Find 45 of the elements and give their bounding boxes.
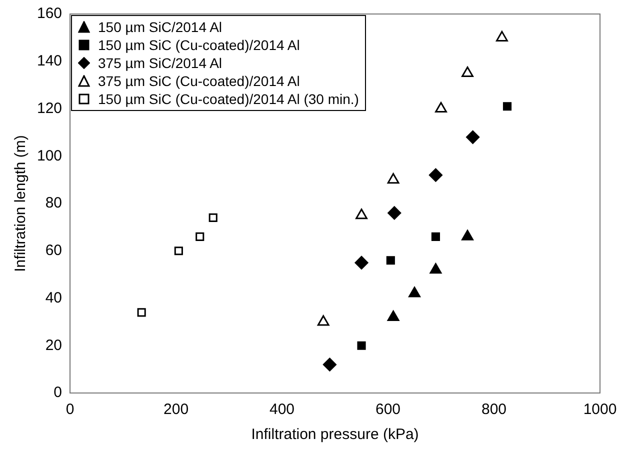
y-tick-label: 140: [36, 52, 62, 70]
legend-label: 150 µm SiC (Cu-coated)/2014 Al (30 min.): [98, 90, 359, 108]
legend-label: 150 µm SiC (Cu-coated)/2014 Al: [98, 36, 300, 54]
point: [462, 230, 474, 240]
y-tick-label: 160: [36, 5, 62, 22]
point: [196, 232, 204, 241]
point: [388, 206, 402, 220]
x-tick-label: 1000: [583, 401, 617, 418]
point: [408, 286, 420, 298]
y-tick-label: 100: [36, 147, 62, 164]
point: [431, 232, 440, 241]
y-axis-title: Infiltration length (m): [12, 135, 30, 272]
point: [496, 30, 508, 42]
point: [430, 263, 442, 274]
x-tick-label: 800: [481, 401, 507, 418]
y-tick-label: 80: [45, 194, 62, 212]
point: [387, 173, 400, 184]
y-tick-label: 120: [36, 100, 62, 117]
legend-label: 375 µm SiC (Cu-coated)/2014 Al: [98, 72, 300, 90]
y-tick-label: 0: [54, 384, 62, 402]
point: [354, 256, 368, 270]
point: [357, 341, 366, 350]
point: [137, 308, 146, 317]
x-axis-title: Infiltration pressure (kPa): [251, 426, 419, 444]
point: [387, 310, 400, 321]
x-tick-label: 400: [270, 401, 295, 418]
point: [435, 102, 447, 112]
point: [466, 130, 480, 144]
point: [428, 168, 442, 182]
point: [386, 256, 395, 265]
point: [356, 208, 368, 220]
point: [502, 102, 512, 111]
legend-label: 150 µm SiC/2014 Al: [98, 18, 222, 36]
x-tick-label: 200: [164, 401, 189, 418]
y-tick-label: 40: [45, 289, 62, 306]
x-tick-label: 0: [66, 401, 74, 418]
point: [322, 358, 336, 372]
y-tick-label: 20: [45, 336, 62, 354]
point: [174, 246, 183, 256]
point: [208, 213, 218, 222]
point: [317, 315, 330, 326]
y-tick-label: 60: [45, 242, 62, 260]
point: [462, 66, 474, 77]
legend-label: 375 µm SiC/2014 Al: [98, 54, 222, 72]
x-tick-label: 600: [375, 401, 401, 418]
